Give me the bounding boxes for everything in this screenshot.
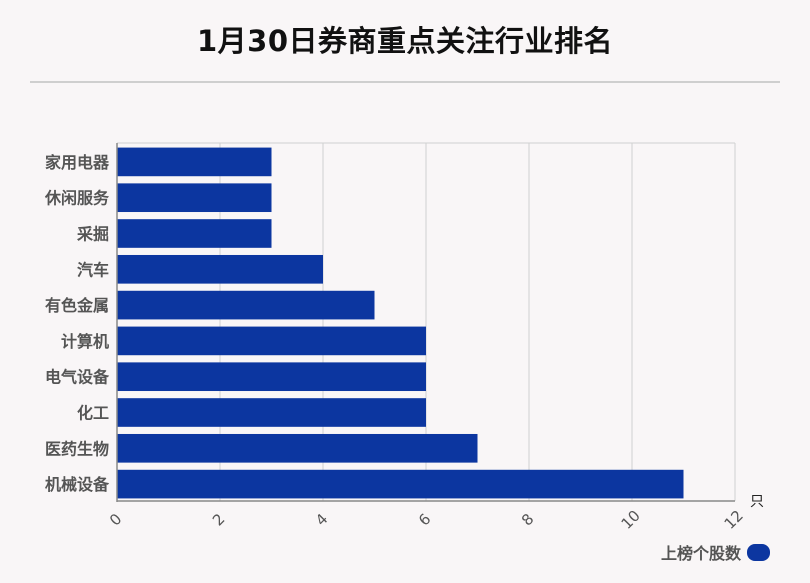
y-category-label: 医药生物 xyxy=(45,439,109,458)
y-category-label: 机械设备 xyxy=(45,475,110,494)
y-category-label: 有色金属 xyxy=(45,296,109,315)
x-tick-label: 0 xyxy=(106,510,125,529)
x-tick-label: 12 xyxy=(721,507,747,533)
y-category-label: 计算机 xyxy=(61,332,109,351)
bar xyxy=(117,469,684,499)
bar xyxy=(117,219,272,248)
bar xyxy=(117,147,272,177)
bar xyxy=(117,183,272,213)
title-divider xyxy=(30,81,780,83)
bar-layer xyxy=(117,147,684,499)
y-category-label: 电气设备 xyxy=(45,368,110,387)
x-tick-label: 6 xyxy=(415,510,434,529)
x-tick-label: 8 xyxy=(518,510,537,529)
x-tick-label: 2 xyxy=(209,510,228,529)
y-category-label: 休闲服务 xyxy=(44,189,110,208)
bar xyxy=(117,398,426,427)
legend-label: 上榜个股数 xyxy=(660,544,741,563)
bar xyxy=(117,254,323,284)
x-axis-unit-label: 只 xyxy=(750,494,764,510)
x-tick-label: 4 xyxy=(312,510,331,529)
bar xyxy=(117,326,426,356)
bar xyxy=(117,433,478,463)
chart-title: 1月30日券商重点关注行业排名 xyxy=(196,24,614,58)
bar xyxy=(117,290,375,320)
x-tick-label: 10 xyxy=(618,507,644,533)
legend: 上榜个股数 xyxy=(661,540,770,564)
y-category-label: 采掘 xyxy=(76,225,109,244)
y-category-label: 家用电器 xyxy=(45,153,110,172)
axis-layer xyxy=(116,143,735,502)
y-category-label: 化工 xyxy=(77,404,109,423)
bar xyxy=(117,362,426,392)
y-category-label: 汽车 xyxy=(77,260,109,279)
legend-swatch xyxy=(747,543,770,561)
